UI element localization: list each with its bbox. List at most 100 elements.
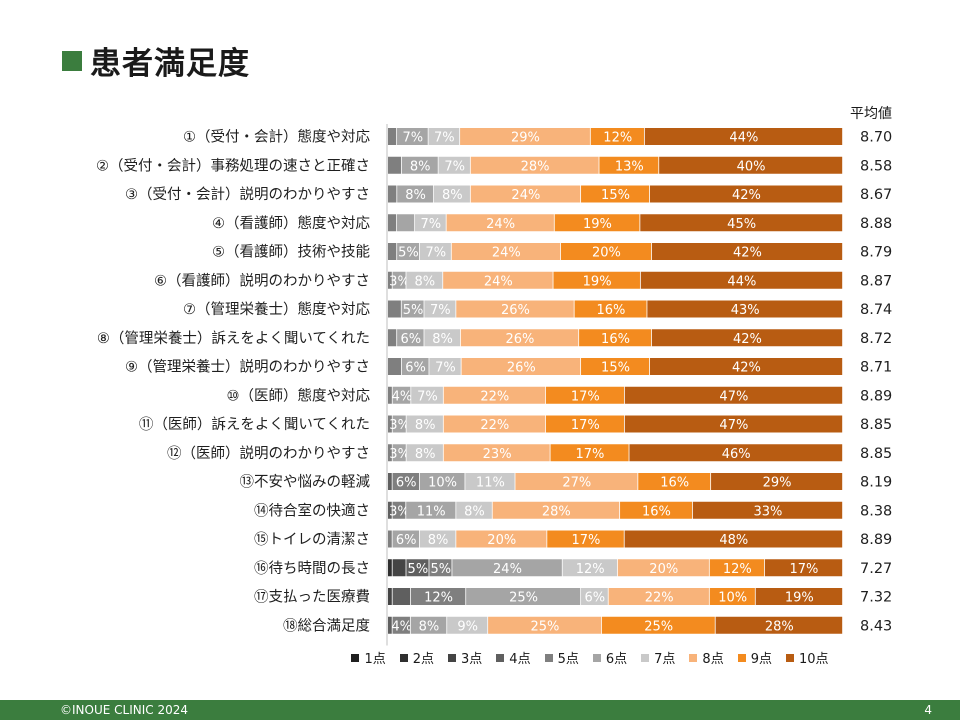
segment-data-label: 7% (430, 303, 451, 318)
segment-data-label: 29% (511, 131, 540, 146)
bar-segment (617, 559, 709, 577)
bar-segment (397, 329, 424, 347)
segment-data-label: 42% (733, 246, 762, 261)
segment-data-label: 11% (476, 476, 505, 491)
legend-item: 9点 (737, 648, 772, 667)
row-label: ⑱総合満足度 (283, 617, 370, 634)
segment-data-label: 22% (480, 389, 509, 404)
slide-footer: ©INOUE CLINIC 2024 4 (0, 700, 960, 720)
bar-segment (397, 128, 428, 145)
average-value: 8.43 (860, 618, 892, 634)
bar-segment (620, 501, 693, 519)
bar-segment (659, 156, 843, 174)
bar-segment (446, 214, 554, 232)
bar-segment (388, 156, 401, 174)
segment-data-label: 6% (585, 591, 606, 606)
bar-segment (649, 358, 843, 375)
legend-swatch-icon (448, 653, 457, 662)
segment-data-label: 4% (391, 619, 412, 634)
legend-item: 8点 (689, 648, 724, 667)
segment-data-label: 15% (601, 361, 630, 376)
bar-segment (456, 300, 574, 318)
segment-data-label: 17% (576, 447, 605, 462)
bar-segment (443, 444, 550, 462)
bar-segment (443, 386, 546, 404)
bar-segment (433, 185, 470, 203)
bar-segment (755, 588, 843, 605)
average-value: 8.19 (860, 475, 892, 491)
row-label: ⑧（管理栄養士）訴えをよく聞いてくれた (97, 329, 370, 347)
segment-data-label: 5% (408, 562, 429, 577)
segment-data-label: 24% (492, 246, 521, 261)
bar-segment (461, 358, 581, 375)
bar-segment (470, 156, 599, 174)
segment-data-label: 8% (428, 533, 449, 548)
segment-data-label: 28% (542, 504, 571, 519)
copyright-text: ©INOUE CLINIC 2024 (60, 703, 188, 717)
segment-data-label: 12% (603, 131, 632, 146)
segment-data-label: 28% (765, 619, 794, 634)
bar-segment (401, 358, 429, 375)
segment-data-label: 22% (645, 591, 674, 606)
segment-data-label: 7% (435, 361, 456, 376)
bar-segment (411, 386, 443, 404)
average-value: 8.85 (860, 417, 892, 433)
row-label: ⑰支払った医療費 (254, 589, 370, 606)
bar-segment (651, 329, 843, 347)
average-value: 8.85 (860, 446, 892, 462)
legend-swatch-icon (785, 653, 794, 662)
segment-data-label: 47% (719, 389, 748, 404)
segment-data-label: 20% (487, 533, 516, 548)
bar-segment (419, 473, 465, 490)
bar-segment (392, 271, 406, 289)
bar-segment (392, 386, 411, 404)
segment-data-label: 44% (727, 274, 756, 289)
average-value: 8.88 (860, 216, 892, 232)
bar-segment (452, 559, 562, 577)
bar-segment (465, 473, 515, 490)
average-value: 8.87 (860, 273, 892, 289)
legend-label: 5点 (557, 652, 579, 667)
segment-data-label: 47% (719, 418, 748, 433)
average-value: 8.79 (860, 245, 892, 261)
segment-data-label: 16% (601, 332, 630, 347)
legend-label: 4点 (509, 652, 531, 667)
bar-segment (601, 616, 715, 634)
bar-segment (492, 501, 620, 519)
legend-swatch-icon (496, 653, 505, 662)
bar-segment (388, 616, 392, 634)
bar-segment (590, 128, 644, 145)
bar-segment (581, 358, 650, 375)
segment-data-label: 4% (392, 389, 413, 404)
legend-label: 8点 (702, 652, 724, 667)
bar-segment (392, 501, 406, 519)
bar-segment (709, 559, 765, 577)
average-value: 7.27 (860, 561, 892, 577)
segment-data-label: 8% (432, 332, 453, 347)
segment-data-label: 8% (415, 418, 436, 433)
segment-data-label: 29% (763, 476, 792, 491)
segment-data-label: 7% (425, 246, 446, 261)
segment-data-label: 24% (486, 217, 515, 232)
bar-segment (388, 530, 392, 548)
bar-segment (550, 444, 629, 462)
segment-data-label: 15% (601, 188, 630, 203)
bar-segment (599, 156, 659, 174)
segment-data-label: 24% (511, 188, 540, 203)
bar-segment (554, 214, 640, 232)
bar-segment (429, 559, 452, 577)
bar-segment (406, 415, 443, 433)
bar-segment (644, 128, 843, 145)
segment-data-label: 20% (592, 246, 621, 261)
bar-segment (388, 214, 397, 232)
legend-label: 1点 (364, 652, 386, 667)
segment-data-label: 17% (571, 418, 600, 433)
segment-data-label: 19% (583, 217, 612, 232)
segment-data-label: 13% (615, 159, 644, 174)
legend-item: 3点 (448, 648, 482, 667)
bar-segment (651, 243, 843, 260)
bar-segment (388, 185, 397, 203)
bar-segment (388, 588, 392, 605)
bar-segment (388, 473, 392, 490)
segment-data-label: 44% (729, 131, 758, 146)
